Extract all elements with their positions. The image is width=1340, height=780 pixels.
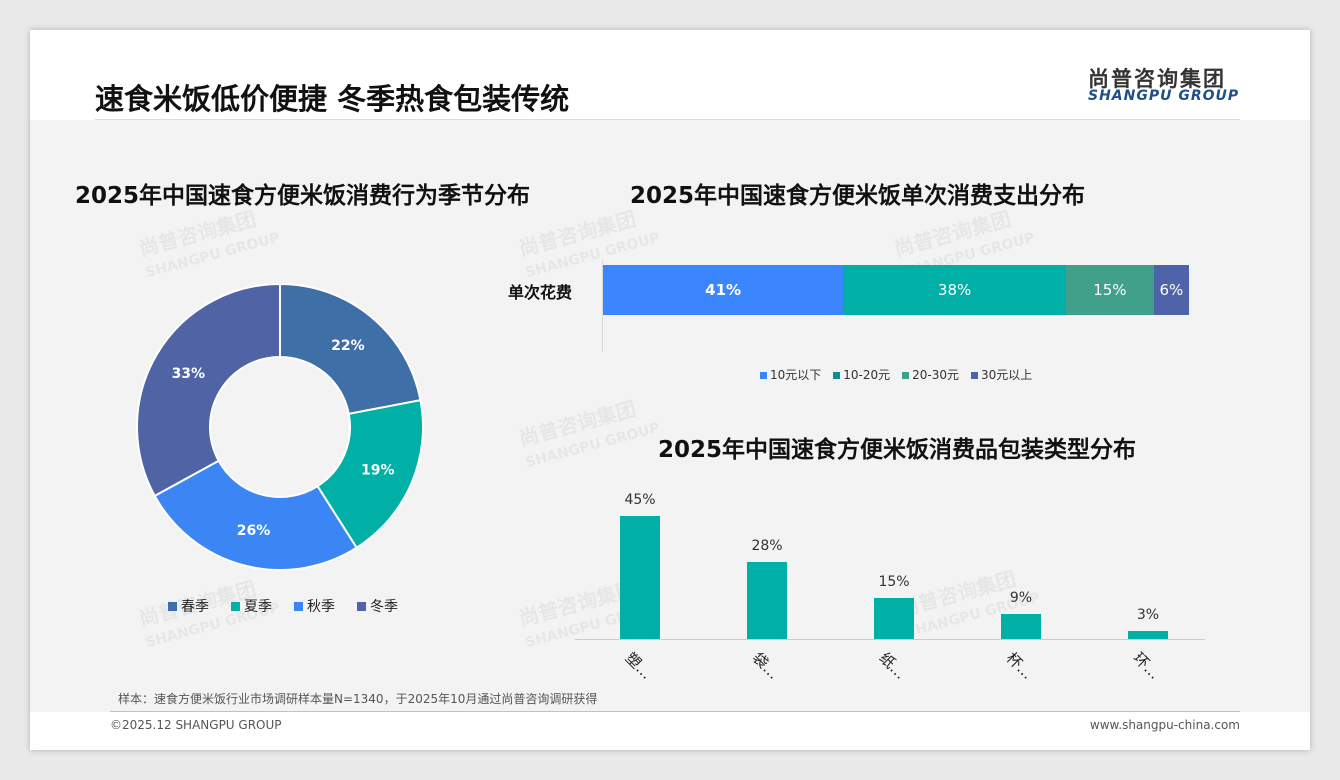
- logo-cn: 尚普咨询集团: [1088, 67, 1226, 91]
- bar-value-label: 15%: [878, 574, 910, 590]
- watermark: 尚普咨询集团 SHANGPU GROUP: [516, 396, 662, 472]
- legend-item: 10元以下: [760, 366, 821, 383]
- legend-label: 10元以下: [770, 368, 822, 382]
- bar-value-label: 3%: [1136, 606, 1160, 623]
- donut-label: 22%: [331, 338, 365, 354]
- legend-label: 冬季: [370, 599, 398, 615]
- season-chart-title: 2025年中国速食方便米饭消费行为季节分布: [75, 183, 531, 209]
- x-tick-label: 塑…: [621, 648, 656, 683]
- legend-item: 秋季: [294, 596, 335, 616]
- legend-label: 20-30元: [912, 368, 960, 382]
- legend-label: 春季: [181, 599, 209, 615]
- legend-label: 30元以上: [981, 368, 1033, 382]
- x-tick-label: 环…: [1129, 648, 1164, 683]
- bar: [1128, 630, 1168, 639]
- legend-item: 冬季: [357, 596, 398, 616]
- stack-segment: 15%: [1065, 265, 1154, 315]
- bar-value-label: 9%: [1009, 590, 1033, 607]
- copyright: ©2025.12 SHANGPU GROUP: [110, 718, 282, 732]
- x-tick-label: 杯…: [1002, 648, 1037, 683]
- bar: [1001, 614, 1041, 639]
- page-title: 速食米饭低价便捷 冬季热食包装传统: [95, 82, 570, 116]
- spend-axis: [602, 260, 603, 352]
- legend-label: 10-20元: [843, 368, 891, 382]
- package-bar-chart: 45% 塑… 28% 袋… 15% 纸… 9% 杯… 3% 环…: [575, 480, 1205, 683]
- package-chart-title: 2025年中国速食方便米饭消费品包装类型分布: [658, 437, 1137, 463]
- x-tick-label: 纸…: [875, 648, 910, 683]
- website-link[interactable]: www.shangpu-china.com: [1089, 718, 1240, 732]
- x-tick-label: 袋…: [748, 648, 783, 683]
- donut-label: 33%: [172, 366, 206, 382]
- bar-value-label: 45%: [624, 492, 656, 508]
- donut-slice-3: [136, 282, 281, 498]
- spend-category-label: 单次花费: [508, 283, 573, 302]
- stack-segment: 38%: [843, 265, 1066, 315]
- legend-label: 秋季: [307, 599, 335, 615]
- donut-slice-0: [279, 282, 422, 416]
- legend-item: 10-20元: [833, 366, 890, 383]
- slide: 速食米饭低价便捷 冬季热食包装传统 尚普咨询集团 SHANGPU GROUP 尚…: [30, 30, 1310, 750]
- footer-divider: [110, 711, 1240, 712]
- spend-stacked-bar: 41% 38% 15% 6%: [603, 265, 1189, 315]
- season-legend: 春季 夏季 秋季 冬季: [168, 596, 398, 616]
- header-divider: [95, 119, 1240, 120]
- donut-slice-1: [316, 399, 424, 550]
- spend-chart-title: 2025年中国速食方便米饭单次消费支出分布: [630, 183, 1086, 209]
- legend-label: 夏季: [244, 599, 272, 615]
- donut-label: 19%: [361, 462, 395, 478]
- legend-item: 30元以上: [971, 366, 1032, 383]
- content-area: 尚普咨询集团 SHANGPU GROUP 尚普咨询集团 SHANGPU GROUP …: [30, 120, 1310, 712]
- bar: [874, 598, 914, 639]
- legend-item: 春季: [168, 596, 209, 616]
- x-axis: [575, 639, 1205, 640]
- season-donut-chart: 22% 19% 26% 33%: [136, 282, 424, 571]
- stack-segment: 6%: [1153, 265, 1189, 315]
- legend-item: 20-30元: [902, 366, 959, 383]
- sample-note: 样本：速食方便米饭行业市场调研样本量N=1340，于2025年10月通过尚普咨询…: [118, 692, 598, 706]
- legend-item: 夏季: [231, 596, 272, 616]
- donut-slice-2: [153, 459, 359, 571]
- stack-segment: 41%: [603, 265, 844, 315]
- bar: [747, 562, 787, 639]
- logo-en: SHANGPU GROUP: [1088, 88, 1240, 104]
- bar: [620, 516, 660, 639]
- bar-value-label: 28%: [751, 538, 783, 555]
- spend-legend: 10元以下 10-20元 20-30元 30元以上: [760, 366, 1032, 383]
- donut-label: 26%: [237, 523, 271, 539]
